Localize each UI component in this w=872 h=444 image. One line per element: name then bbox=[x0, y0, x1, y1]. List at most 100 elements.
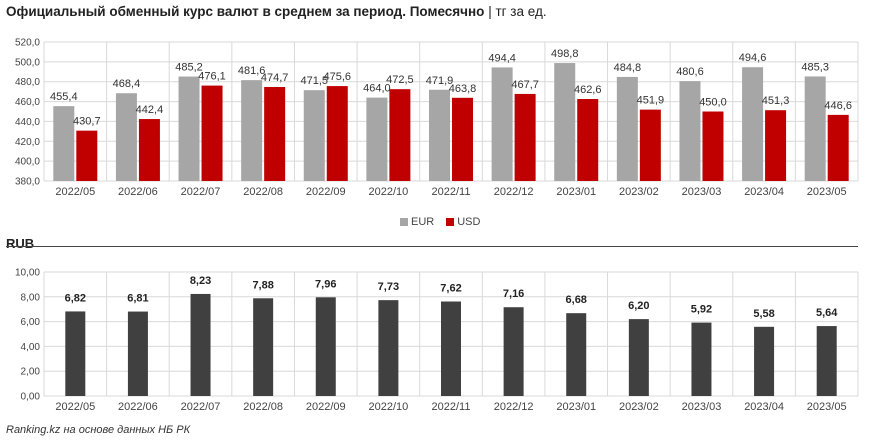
data-label-rub: 5,58 bbox=[753, 308, 774, 320]
data-label-usd: 474,7 bbox=[261, 72, 289, 84]
rub-xtick-label: 2022/10 bbox=[369, 401, 409, 413]
data-label-usd: 442,4 bbox=[136, 104, 164, 116]
fx-ytick-label: 460,0 bbox=[15, 97, 40, 108]
data-label-rub: 6,81 bbox=[127, 293, 148, 305]
rub-xtick-label: 2022/08 bbox=[243, 401, 283, 413]
bar-rub bbox=[503, 307, 524, 396]
legend-item-eur: EUR bbox=[400, 216, 434, 228]
fx-ytick-label: 420,0 bbox=[15, 137, 40, 148]
rub-xtick-label: 2022/11 bbox=[432, 401, 471, 413]
data-label-eur: 464,0 bbox=[363, 83, 391, 95]
data-label-rub: 6,68 bbox=[566, 294, 587, 306]
bar-eur bbox=[303, 90, 325, 181]
data-label-eur: 481,6 bbox=[238, 65, 266, 77]
source-note: Ranking.kz на основе данных НБ РК bbox=[6, 424, 191, 436]
bar-eur bbox=[804, 76, 826, 181]
bar-rub bbox=[628, 319, 649, 396]
data-label-eur: 471,5 bbox=[301, 75, 329, 87]
bar-rub bbox=[253, 298, 274, 396]
fx-xtick-label: 2023/03 bbox=[682, 186, 722, 198]
rub-ytick-label: 0,00 bbox=[21, 392, 41, 403]
bar-usd bbox=[765, 110, 787, 181]
data-label-usd: 462,6 bbox=[574, 84, 602, 96]
fx-xtick-label: 2023/04 bbox=[744, 186, 784, 198]
data-label-eur: 485,2 bbox=[175, 62, 203, 74]
bar-eur bbox=[115, 93, 137, 181]
bar-rub bbox=[566, 313, 587, 396]
bar-usd bbox=[452, 97, 473, 181]
fx-xtick-label: 2023/05 bbox=[807, 186, 847, 198]
bar-rub bbox=[65, 311, 86, 396]
legend: EUR USD bbox=[400, 216, 480, 228]
data-label-rub: 7,88 bbox=[252, 279, 273, 291]
data-label-rub: 8,23 bbox=[190, 275, 211, 287]
bar-eur bbox=[554, 63, 576, 182]
data-label-eur: 455,4 bbox=[50, 91, 78, 103]
bar-usd bbox=[639, 109, 661, 181]
data-label-rub: 7,96 bbox=[315, 278, 336, 290]
bar-eur bbox=[241, 80, 263, 181]
bar-eur bbox=[429, 89, 450, 181]
bar-usd bbox=[326, 86, 348, 181]
chart-title: Официальный обменный курс валют в средне… bbox=[6, 4, 547, 19]
rub-xtick-label: 2022/12 bbox=[494, 401, 534, 413]
legend-item-usd: USD bbox=[446, 216, 480, 228]
bar-rub bbox=[441, 301, 461, 396]
rub-xtick-label: 2023/03 bbox=[682, 401, 722, 413]
rub-ytick-label: 6,00 bbox=[21, 317, 41, 328]
data-label-eur: 468,4 bbox=[113, 78, 141, 90]
chart-title-unit: | тг за ед. bbox=[488, 4, 547, 19]
rub-xtick-label: 2023/05 bbox=[807, 401, 847, 413]
data-label-usd: 476,1 bbox=[198, 71, 226, 83]
data-label-eur: 498,8 bbox=[551, 48, 579, 60]
data-label-usd: 451,9 bbox=[637, 95, 665, 107]
data-label-rub: 6,20 bbox=[628, 300, 649, 312]
rub-xtick-label: 2022/07 bbox=[181, 401, 221, 413]
fx-ytick-label: 400,0 bbox=[15, 157, 40, 168]
bar-rub bbox=[816, 326, 837, 396]
bar-usd bbox=[577, 98, 599, 181]
data-label-rub: 7,73 bbox=[378, 281, 399, 293]
bar-eur bbox=[366, 97, 388, 181]
fx-ytick-label: 500,0 bbox=[15, 57, 40, 68]
fx-xtick-label: 2022/10 bbox=[369, 186, 409, 198]
fx-xtick-label: 2023/02 bbox=[619, 186, 659, 198]
legend-swatch-usd bbox=[446, 218, 455, 226]
bar-eur bbox=[742, 67, 764, 181]
data-label-eur: 485,3 bbox=[801, 61, 829, 73]
data-label-eur: 484,8 bbox=[614, 62, 642, 74]
data-label-usd: 475,6 bbox=[324, 71, 352, 83]
fx-ytick-label: 520,0 bbox=[15, 38, 40, 49]
fx-xtick-label: 2022/08 bbox=[243, 186, 283, 198]
fx-xtick-label: 2022/07 bbox=[181, 186, 221, 198]
legend-label-usd: USD bbox=[457, 216, 481, 228]
rub-xtick-label: 2023/02 bbox=[619, 401, 659, 413]
chart-title-text: Официальный обменный курс валют в средне… bbox=[6, 4, 485, 19]
bar-rub bbox=[190, 293, 211, 396]
bar-usd bbox=[201, 85, 223, 181]
legend-label-eur: EUR bbox=[411, 216, 435, 228]
fx-ytick-label: 480,0 bbox=[15, 77, 40, 88]
rub-ytick-label: 2,00 bbox=[21, 367, 41, 378]
rub-section-label: RUB bbox=[6, 236, 35, 251]
legend-swatch-eur bbox=[400, 218, 408, 226]
bar-usd bbox=[389, 89, 411, 181]
fx-ytick-label: 380,0 bbox=[15, 177, 40, 188]
bar-rub bbox=[315, 297, 336, 396]
data-label-rub: 7,16 bbox=[503, 288, 524, 300]
bar-rub bbox=[691, 322, 712, 396]
fx-xtick-label: 2022/11 bbox=[432, 186, 471, 198]
bar-eur bbox=[616, 76, 638, 181]
rub-xtick-label: 2023/04 bbox=[744, 401, 784, 413]
data-label-usd: 450,0 bbox=[699, 97, 727, 109]
bar-usd bbox=[76, 130, 98, 181]
rub-xtick-label: 2022/06 bbox=[118, 401, 158, 413]
bar-eur bbox=[491, 67, 513, 181]
rub-ytick-label: 4,00 bbox=[21, 342, 41, 353]
bar-usd bbox=[827, 114, 849, 181]
data-label-usd: 430,7 bbox=[73, 116, 101, 128]
data-label-eur: 494,4 bbox=[488, 52, 516, 64]
data-label-usd: 467,7 bbox=[511, 79, 539, 91]
rub-xtick-label: 2022/09 bbox=[306, 401, 346, 413]
rub-xtick-label: 2022/05 bbox=[55, 401, 95, 413]
